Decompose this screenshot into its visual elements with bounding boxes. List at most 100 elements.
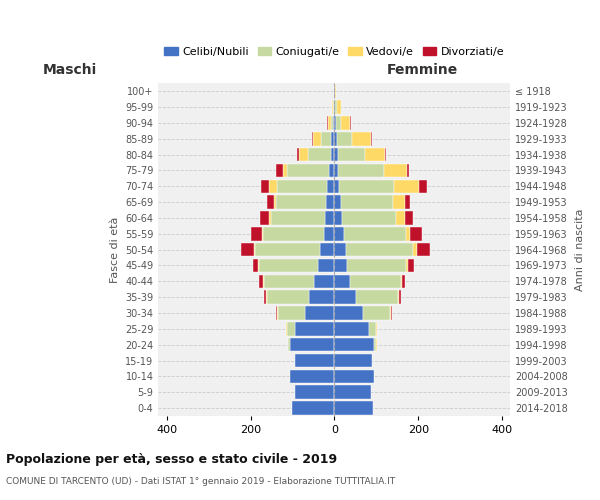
Bar [254, 243, 255, 256]
Bar [317, 259, 334, 272]
Bar [332, 100, 333, 114]
Y-axis label: Anni di nascita: Anni di nascita [575, 208, 585, 291]
Bar [326, 196, 334, 209]
Bar [312, 132, 313, 145]
Bar [334, 196, 341, 209]
Bar [398, 290, 400, 304]
Bar [305, 306, 334, 320]
Bar [371, 132, 372, 145]
Bar [263, 227, 324, 240]
Legend: Celibi/Nubili, Coniugati/e, Vedovi/e, Divorziati/e: Celibi/Nubili, Coniugati/e, Vedovi/e, Di… [160, 42, 509, 61]
Bar [262, 180, 269, 193]
Bar [334, 402, 373, 415]
Bar [334, 164, 338, 177]
Bar [344, 227, 406, 240]
Bar [407, 164, 409, 177]
Bar [295, 322, 334, 336]
Bar [264, 274, 314, 288]
Bar [286, 322, 287, 336]
Bar [334, 100, 335, 114]
Bar [405, 211, 413, 224]
Bar [324, 227, 334, 240]
Bar [269, 180, 277, 193]
Bar [376, 322, 377, 336]
Bar [283, 164, 287, 177]
Bar [276, 164, 283, 177]
Bar [335, 100, 337, 114]
Bar [405, 196, 410, 209]
Bar [352, 132, 371, 145]
Bar [408, 259, 414, 272]
Bar [347, 259, 406, 272]
Bar [333, 100, 334, 114]
Bar [337, 100, 341, 114]
Bar [314, 274, 334, 288]
Bar [331, 148, 334, 162]
Bar [241, 243, 254, 256]
Bar [369, 322, 376, 336]
Bar [342, 211, 397, 224]
Bar [308, 148, 331, 162]
Bar [341, 116, 350, 130]
Bar [341, 196, 393, 209]
Bar [259, 274, 263, 288]
Bar [296, 148, 299, 162]
Bar [419, 180, 427, 193]
Bar [277, 306, 278, 320]
Bar [295, 386, 334, 399]
Bar [299, 148, 308, 162]
Bar [259, 259, 317, 272]
Bar [391, 306, 392, 320]
Bar [406, 259, 408, 272]
Bar [334, 148, 338, 162]
Bar [331, 116, 333, 130]
Bar [390, 306, 391, 320]
Bar [334, 227, 344, 240]
Bar [338, 148, 365, 162]
Bar [334, 211, 342, 224]
Bar [264, 290, 266, 304]
Text: COMUNE DI TARCENTO (UD) - Dati ISTAT 1° gennaio 2019 - Elaborazione TUTTITALIA.I: COMUNE DI TARCENTO (UD) - Dati ISTAT 1° … [6, 478, 395, 486]
Bar [335, 116, 341, 130]
Bar [334, 243, 346, 256]
Bar [253, 259, 258, 272]
Text: Femmine: Femmine [387, 62, 458, 76]
Bar [292, 402, 334, 415]
Bar [340, 180, 394, 193]
Bar [329, 164, 334, 177]
Bar [258, 259, 259, 272]
Bar [334, 259, 347, 272]
Bar [313, 132, 320, 145]
Bar [334, 370, 374, 383]
Bar [276, 196, 326, 209]
Bar [394, 180, 419, 193]
Bar [334, 290, 356, 304]
Bar [325, 211, 334, 224]
Bar [276, 306, 277, 320]
Bar [255, 243, 320, 256]
Bar [393, 196, 405, 209]
Bar [334, 386, 371, 399]
Text: Popolazione per età, sesso e stato civile - 2019: Popolazione per età, sesso e stato civil… [6, 452, 337, 466]
Bar [334, 322, 369, 336]
Bar [274, 196, 276, 209]
Bar [410, 227, 422, 240]
Bar [290, 338, 334, 351]
Bar [400, 290, 401, 304]
Bar [401, 274, 402, 288]
Bar [278, 306, 305, 320]
Bar [328, 116, 331, 130]
Bar [416, 243, 430, 256]
Text: Maschi: Maschi [43, 62, 97, 76]
Bar [320, 243, 334, 256]
Bar [413, 243, 416, 256]
Bar [374, 338, 376, 351]
Bar [289, 338, 290, 351]
Bar [356, 290, 398, 304]
Bar [327, 180, 334, 193]
Bar [263, 274, 264, 288]
Bar [277, 180, 327, 193]
Bar [327, 116, 328, 130]
Bar [334, 306, 363, 320]
Bar [338, 164, 384, 177]
